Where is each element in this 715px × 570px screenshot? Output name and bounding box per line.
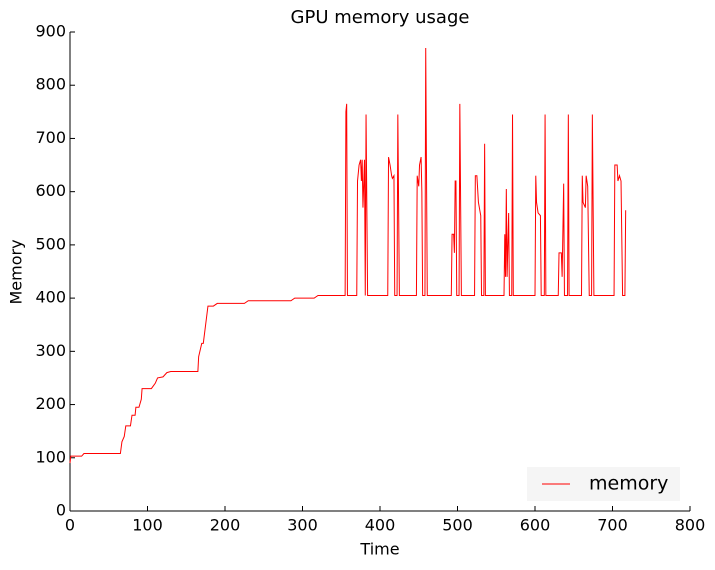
y-tick-label: 700 [35, 128, 66, 147]
x-tick-label: 100 [132, 516, 163, 535]
y-tick-label: 0 [56, 501, 66, 520]
y-tick-label: 100 [35, 447, 66, 466]
x-tick-label: 200 [210, 516, 241, 535]
x-axis-label: Time [359, 540, 399, 559]
y-tick-label: 600 [35, 181, 66, 200]
x-tick-label: 500 [442, 516, 473, 535]
y-tick-label: 200 [35, 394, 66, 413]
x-tick-label: 700 [597, 516, 628, 535]
x-tick-label: 800 [675, 516, 706, 535]
y-tick-label: 300 [35, 341, 66, 360]
y-tick-label: 900 [35, 22, 66, 41]
x-tick-label: 600 [520, 516, 551, 535]
chart-title: GPU memory usage [291, 7, 470, 28]
y-tick-label: 500 [35, 234, 66, 253]
x-tick-label: 300 [287, 516, 318, 535]
y-axis-label: Memory [7, 239, 26, 304]
y-tick-label: 800 [35, 75, 66, 94]
legend-label: memory [589, 473, 668, 495]
x-tick-label: 0 [65, 516, 75, 535]
y-tick-label: 400 [35, 288, 66, 307]
x-tick-label: 400 [365, 516, 396, 535]
series-line [69, 47, 627, 464]
